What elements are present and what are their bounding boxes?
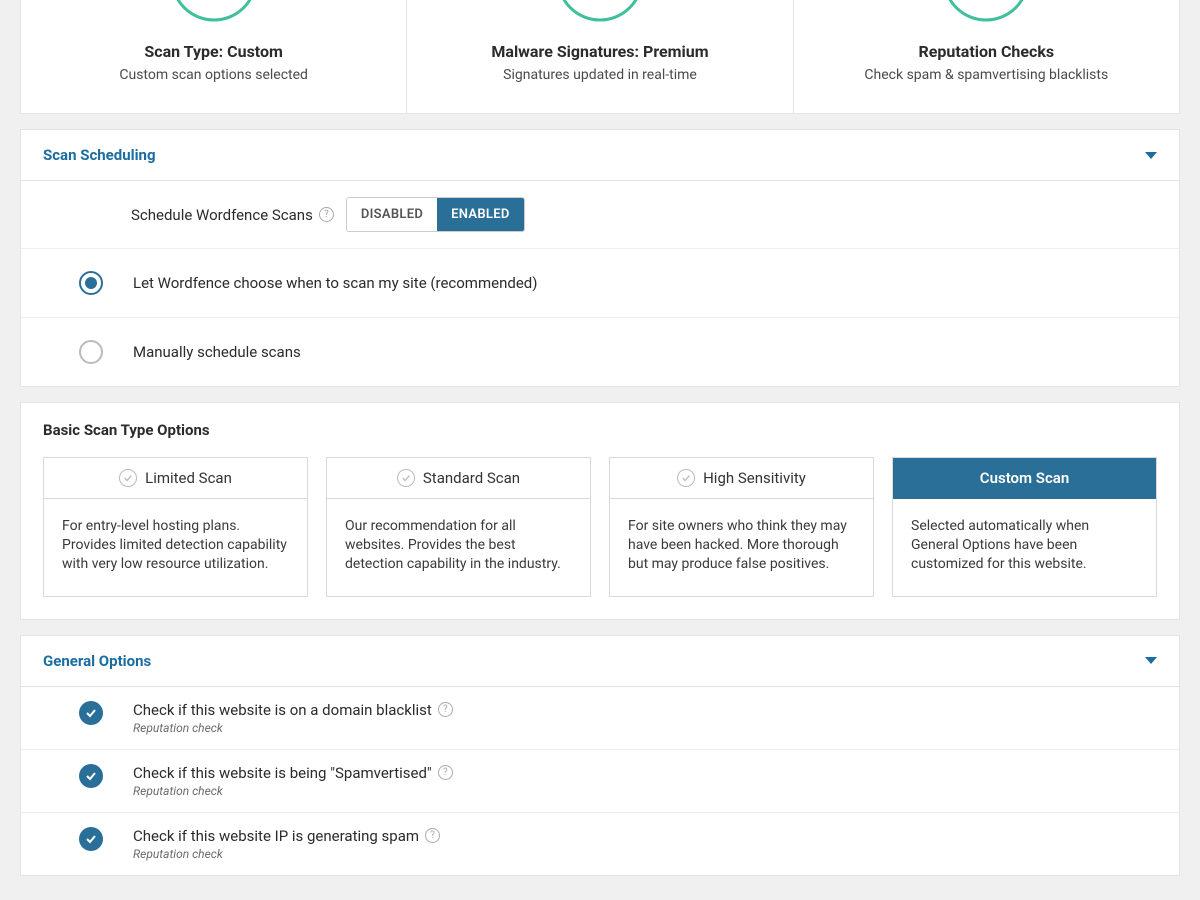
help-icon[interactable]: ?: [319, 207, 334, 222]
chevron-down-icon: [1145, 152, 1157, 159]
option-label: Check if this website is being "Spamvert…: [133, 764, 453, 782]
option-sublabel: Reputation check: [133, 847, 440, 861]
stat-title: Scan Type: Custom: [41, 42, 386, 61]
stat-reputation-checks: 100% Reputation Checks Check spam & spam…: [793, 0, 1179, 113]
progress-ring-icon: [554, 0, 646, 24]
scan-card-desc: For site owners who think they may have …: [610, 499, 873, 596]
progress-ring-icon: [940, 0, 1032, 24]
radio-label: Let Wordfence choose when to scan my sit…: [133, 274, 537, 292]
option-domain-blacklist: Check if this website is on a domain bla…: [21, 687, 1179, 750]
radio-icon: [79, 271, 103, 295]
scan-card-title: Limited Scan: [145, 469, 232, 487]
check-icon: [85, 707, 97, 719]
scan-card-standard[interactable]: Standard Scan Our recommendation for all…: [326, 457, 591, 597]
scan-card-desc: Our recommendation for all websites. Pro…: [327, 499, 590, 596]
option-label: Check if this website is on a domain bla…: [133, 701, 453, 719]
progress-ring-icon: [168, 0, 260, 24]
radio-manual-schedule[interactable]: Manually schedule scans: [21, 318, 1179, 386]
scan-type-title: Basic Scan Type Options: [43, 421, 1157, 439]
help-icon[interactable]: ?: [425, 828, 440, 843]
scan-type-panel: Basic Scan Type Options Limited Scan For…: [20, 402, 1180, 620]
check-icon: [85, 833, 97, 845]
scan-card-title: Custom Scan: [980, 469, 1069, 487]
scan-scheduling-header[interactable]: Scan Scheduling: [21, 130, 1179, 181]
scan-card-title: Standard Scan: [423, 469, 520, 487]
stat-subtitle: Signatures updated in real-time: [427, 67, 772, 83]
stat-title: Reputation Checks: [814, 42, 1159, 61]
schedule-toggle: DISABLED ENABLED: [346, 197, 525, 232]
scan-type-cards: Limited Scan For entry-level hosting pla…: [43, 457, 1157, 597]
check-icon: [85, 770, 97, 782]
section-title: Scan Scheduling: [43, 146, 156, 164]
check-icon: [397, 469, 415, 487]
toggle-enabled[interactable]: ENABLED: [437, 198, 524, 231]
scan-card-title: High Sensitivity: [703, 469, 806, 487]
option-spamvertised: Check if this website is being "Spamvert…: [21, 750, 1179, 813]
scan-card-custom[interactable]: Custom Scan Selected automatically when …: [892, 457, 1157, 597]
radio-auto-schedule[interactable]: Let Wordfence choose when to scan my sit…: [21, 249, 1179, 318]
check-icon: [677, 469, 695, 487]
schedule-scans-row: Schedule Wordfence Scans ? DISABLED ENAB…: [21, 181, 1179, 249]
checkbox-toggle[interactable]: [79, 827, 103, 851]
scan-card-high-sensitivity[interactable]: High Sensitivity For site owners who thi…: [609, 457, 874, 597]
general-options-panel: General Options Check if this website is…: [20, 635, 1180, 876]
chevron-down-icon: [1145, 657, 1157, 664]
option-sublabel: Reputation check: [133, 721, 453, 735]
schedule-scans-label: Schedule Wordfence Scans: [131, 206, 313, 224]
stat-subtitle: Custom scan options selected: [41, 67, 386, 83]
radio-label: Manually schedule scans: [133, 343, 301, 361]
option-ip-spam: Check if this website IP is generating s…: [21, 813, 1179, 875]
scan-scheduling-panel: Scan Scheduling Schedule Wordfence Scans…: [20, 129, 1180, 387]
stat-title: Malware Signatures: Premium: [427, 42, 772, 61]
check-icon: [119, 469, 137, 487]
option-sublabel: Reputation check: [133, 784, 453, 798]
checkbox-toggle[interactable]: [79, 701, 103, 725]
section-title: General Options: [43, 652, 151, 670]
scan-card-limited[interactable]: Limited Scan For entry-level hosting pla…: [43, 457, 308, 597]
stat-malware-signatures: 100% Malware Signatures: Premium Signatu…: [406, 0, 792, 113]
toggle-disabled[interactable]: DISABLED: [347, 198, 437, 231]
stat-subtitle: Check spam & spamvertising blacklists: [814, 67, 1159, 83]
help-icon[interactable]: ?: [438, 765, 453, 780]
scan-card-desc: For entry-level hosting plans. Provides …: [44, 499, 307, 596]
option-label: Check if this website IP is generating s…: [133, 827, 440, 845]
stat-scan-type: 100% Scan Type: Custom Custom scan optio…: [21, 0, 406, 113]
scan-status-cards: 100% Scan Type: Custom Custom scan optio…: [20, 0, 1180, 114]
scan-card-desc: Selected automatically when General Opti…: [893, 499, 1156, 596]
help-icon[interactable]: ?: [438, 702, 453, 717]
general-options-header[interactable]: General Options: [21, 636, 1179, 687]
radio-icon: [79, 340, 103, 364]
checkbox-toggle[interactable]: [79, 764, 103, 788]
